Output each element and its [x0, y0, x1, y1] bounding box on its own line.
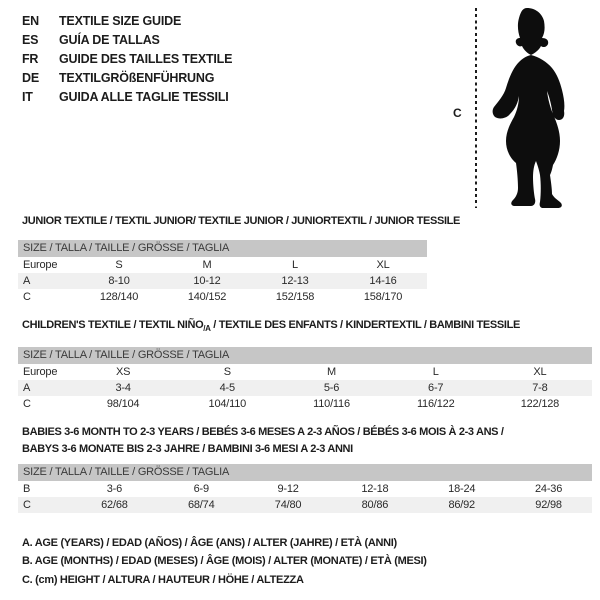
table-cell: S: [115, 259, 123, 271]
legend-line-b: B. AGE (MONTHS) / EDAD (MESES) / ÂGE (MO…: [22, 555, 427, 568]
row-label-cell: Europe: [23, 259, 58, 271]
table-row: C 128/140 140/152 152/158 158/170: [18, 289, 427, 305]
language-row: IT GUIDA ALLE TAGLIE TESSILI: [22, 87, 232, 106]
row-label-cell: C: [23, 291, 31, 303]
babies-title-line1: BABIES 3-6 MONTH TO 2-3 YEARS / BEBÉS 3-…: [22, 426, 504, 438]
language-row: ES GUÍA DE TALLAS: [22, 31, 232, 50]
children-title-suffix: / TEXTILE DES ENFANTS / KINDERTEXTIL / B…: [210, 319, 520, 331]
row-label-cell: Europe: [23, 366, 58, 378]
table-cell: 158/170: [363, 291, 403, 303]
language-code: FR: [22, 51, 39, 66]
table-cell: L: [432, 366, 439, 378]
junior-size-table: SIZE / TALLA / TAILLE / GRÖSSE / TAGLIA …: [18, 240, 427, 305]
table-cell: 122/128: [520, 398, 560, 410]
babies-title-line2: BABYS 3-6 MONATE BIS 2-3 JAHRE / BAMBINI…: [22, 442, 353, 455]
size-header-bar: SIZE / TALLA / TAILLE / GRÖSSE / TAGLIA: [18, 464, 592, 481]
measurement-legend: A. AGE (YEARS) / EDAD (AÑOS) / ÂGE (ANS)…: [22, 534, 427, 589]
table-cell: M: [202, 259, 212, 271]
size-header-bar: SIZE / TALLA / TAILLE / GRÖSSE / TAGLIA: [18, 240, 427, 257]
table-cell: 7-8: [532, 382, 548, 394]
table-cell: 3-4: [115, 382, 131, 394]
table-cell: M: [327, 366, 336, 378]
table-cell: 62/68: [101, 499, 128, 511]
language-list: EN TEXTILE SIZE GUIDE ES GUÍA DE TALLAS …: [22, 12, 232, 106]
table-cell: 140/152: [187, 291, 227, 303]
children-size-table: SIZE / TALLA / TAILLE / GRÖSSE / TAGLIA …: [18, 347, 592, 412]
children-title-subscript: /A: [203, 324, 211, 334]
table-cell: 3-6: [106, 483, 123, 495]
row-label-cell: C: [23, 398, 31, 410]
table-cell: 128/140: [99, 291, 139, 303]
table-cell: 9-12: [277, 483, 299, 495]
legend-line-c: C. (cm) HEIGHT / ALTURA / HAUTEUR / HÖHE…: [22, 573, 304, 586]
table-row: Europe S M L XL: [18, 257, 427, 273]
table-cell: 8-10: [108, 275, 130, 287]
language-label: GUIDA ALLE TAGLIE TESSILI: [59, 89, 229, 104]
table-cell: 6-9: [193, 483, 210, 495]
language-label: TEXTILE SIZE GUIDE: [59, 14, 182, 29]
babies-table-title: BABIES 3-6 MONTH TO 2-3 YEARS / BEBÉS 3-…: [22, 424, 504, 457]
language-label: GUIDE DES TAILLES TEXTILE: [59, 51, 233, 66]
language-code: DE: [22, 70, 39, 85]
size-header-bar: SIZE / TALLA / TAILLE / GRÖSSE / TAGLIA: [18, 347, 592, 364]
row-label-cell: A: [23, 382, 31, 394]
table-cell: 24-36: [534, 483, 563, 495]
table-cell: 4-5: [219, 382, 236, 394]
table-cell: 14-16: [369, 275, 397, 287]
table-row: A 3-4 4-5 5-6 6-7 7-8: [18, 380, 592, 396]
table-cell: 12-13: [281, 275, 309, 287]
table-cell: 6-7: [428, 382, 444, 394]
language-label: TEXTILGRÖßENFÜHRUNG: [59, 70, 215, 85]
table-cell: XL: [376, 259, 390, 271]
legend-line-a: A. AGE (YEARS) / EDAD (AÑOS) / ÂGE (ANS)…: [22, 537, 397, 549]
language-row: EN TEXTILE SIZE GUIDE: [22, 12, 232, 31]
children-title-prefix: CHILDREN'S TEXTILE / TEXTIL NIÑO: [22, 319, 204, 331]
table-cell: 98/104: [106, 398, 140, 410]
table-cell: 10-12: [193, 275, 221, 287]
babies-size-table: SIZE / TALLA / TAILLE / GRÖSSE / TAGLIA …: [18, 464, 592, 513]
height-dotted-line: [475, 8, 477, 208]
table-cell: 80/86: [361, 499, 389, 511]
table-cell: XL: [533, 366, 547, 378]
baby-silhouette-icon: [484, 4, 596, 215]
children-table-title: CHILDREN'S TEXTILE / TEXTIL NIÑO/A / TEX…: [22, 319, 520, 333]
table-cell: 68/74: [187, 499, 215, 511]
language-code: EN: [22, 14, 39, 29]
table-row: B 3-6 6-9 9-12 12-18 18-24 24-36: [18, 481, 592, 497]
language-row: FR GUIDE DES TAILLES TEXTILE: [22, 50, 232, 69]
table-cell: 74/80: [274, 499, 302, 511]
table-cell: 18-24: [448, 483, 476, 495]
table-cell: 92/98: [535, 499, 562, 511]
table-cell: XS: [115, 366, 131, 378]
row-label-cell: C: [23, 499, 31, 511]
table-cell: 5-6: [323, 382, 340, 394]
row-label-cell: B: [23, 483, 31, 495]
language-code: ES: [22, 33, 39, 48]
table-row: C 98/104 104/110 110/116 116/122 122/128: [18, 396, 592, 412]
language-code: IT: [22, 89, 33, 104]
table-cell: 12-18: [361, 483, 389, 495]
table-cell: L: [292, 259, 298, 271]
table-cell: 86/92: [448, 499, 475, 511]
language-label: GUÍA DE TALLAS: [59, 33, 160, 48]
language-row: DE TEXTILGRÖßENFÜHRUNG: [22, 68, 232, 87]
table-cell: 110/116: [313, 398, 350, 410]
junior-table-title: JUNIOR TEXTILE / TEXTIL JUNIOR/ TEXTILE …: [22, 215, 461, 227]
table-row: Europe XS S M L XL: [18, 364, 592, 380]
table-row: A 8-10 10-12 12-13 14-16: [18, 273, 427, 289]
table-cell: 116/122: [416, 398, 455, 410]
height-measure-label: C: [453, 106, 462, 120]
row-label-cell: A: [23, 275, 31, 287]
table-cell: 152/158: [275, 291, 315, 303]
table-row: C 62/68 68/74 74/80 80/86 86/92 92/98: [18, 497, 592, 513]
table-cell: S: [223, 366, 231, 378]
table-cell: 104/110: [208, 398, 247, 410]
